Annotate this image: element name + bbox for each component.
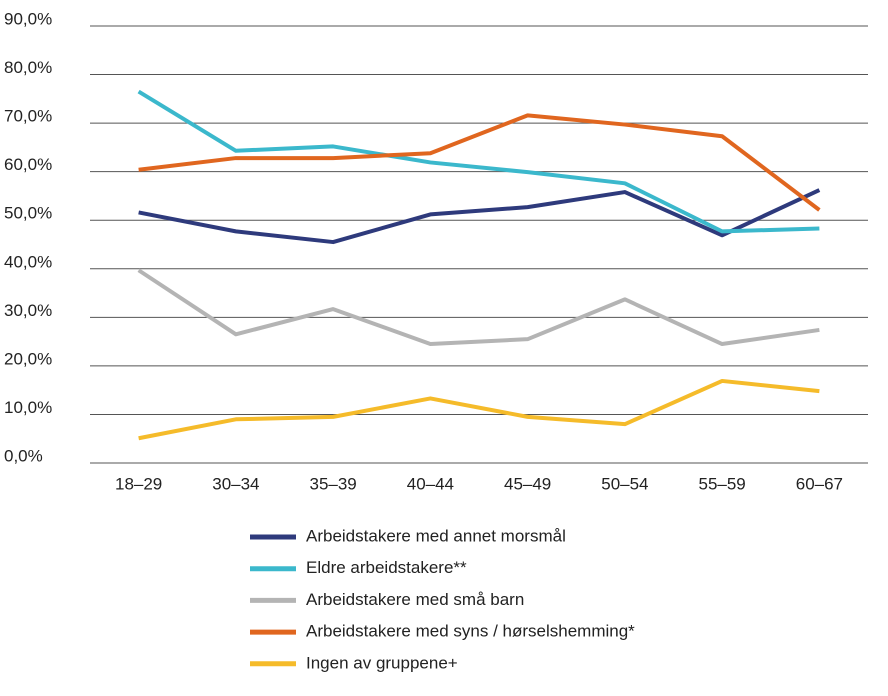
series-line (138, 188, 821, 245)
x-tick-label: 50–54 (601, 474, 648, 493)
legend-label: Arbeidstakere med små barn (306, 590, 524, 609)
y-tick-label: 80,0% (4, 58, 52, 77)
x-tick-label: 35–39 (309, 474, 356, 493)
y-tick-label: 0,0% (4, 446, 43, 465)
y-tick-label: 30,0% (4, 301, 52, 320)
legend-label: Arbeidstakere med annet morsmål (306, 526, 566, 545)
series-line (138, 378, 820, 441)
y-tick-label: 40,0% (4, 252, 52, 271)
y-tick-label: 90,0% (4, 9, 52, 28)
x-tick-label: 30–34 (212, 474, 259, 493)
legend-label: Ingen av gruppene+ (306, 653, 458, 672)
x-tick-label: 45–49 (504, 474, 551, 493)
x-tick-label: 40–44 (407, 474, 454, 493)
series-line (137, 89, 820, 234)
legend-label: Eldre arbeidstakere** (306, 558, 467, 577)
x-tick-label: 60–67 (796, 474, 843, 493)
y-tick-label: 10,0% (4, 398, 52, 417)
y-tick-label: 60,0% (4, 155, 52, 174)
y-tick-label: 50,0% (4, 204, 52, 223)
series-line (137, 268, 820, 347)
x-tick-label: 18–29 (115, 474, 162, 493)
y-tick-label: 70,0% (4, 107, 52, 126)
x-tick-label: 55–59 (698, 474, 745, 493)
series-line (138, 113, 821, 212)
legend-label: Arbeidstakere med syns / hørselshemming* (306, 622, 635, 641)
y-tick-label: 20,0% (4, 349, 52, 368)
